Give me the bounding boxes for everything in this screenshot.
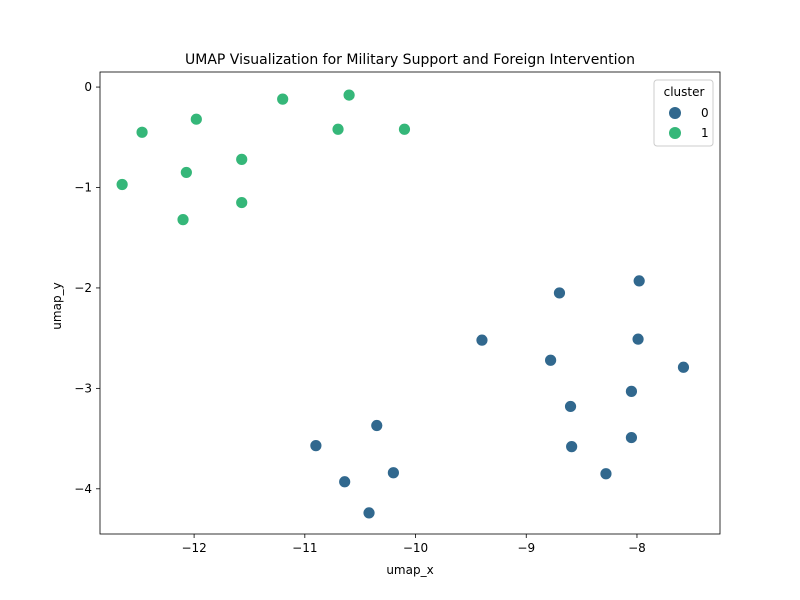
data-point-cluster-0 <box>564 400 577 413</box>
data-point-cluster-0 <box>553 286 566 300</box>
x-tick-label: −11 <box>292 541 317 555</box>
data-point-cluster-0 <box>631 332 645 346</box>
x-axis-label: umap_x <box>386 563 433 577</box>
data-point-cluster-1 <box>135 125 149 139</box>
data-point-cluster-0 <box>625 384 638 398</box>
data-point-cluster-1 <box>331 122 345 136</box>
legend-marker-1 <box>669 127 681 139</box>
data-point-cluster-1 <box>176 213 190 227</box>
plot-area: −12 −11 −10 −9 −8 0 −1 −2 −3 −4 <box>74 71 721 555</box>
data-point-cluster-0 <box>677 360 690 374</box>
x-tick-label: −12 <box>181 541 206 555</box>
data-point-cluster-0 <box>625 431 638 444</box>
plot-frame <box>99 71 721 535</box>
data-point-cluster-1 <box>235 152 249 166</box>
data-point-cluster-0 <box>632 274 646 288</box>
data-point-cluster-0 <box>475 333 489 347</box>
legend-title: cluster <box>664 85 705 99</box>
data-point-cluster-1 <box>398 122 411 136</box>
legend-frame <box>653 79 714 147</box>
y-axis-label: umap_y <box>50 282 64 329</box>
legend-marker-0 <box>669 107 681 119</box>
y-tick-label: 0 <box>84 80 92 94</box>
y-tick-label: −4 <box>74 482 92 496</box>
data-point-cluster-0 <box>338 475 352 489</box>
legend: cluster 0 1 <box>653 79 714 147</box>
data-point-cluster-0 <box>386 466 400 480</box>
data-point-cluster-1 <box>179 166 193 179</box>
data-point-cluster-1 <box>235 196 249 209</box>
data-point-cluster-0 <box>370 419 384 432</box>
data-point-cluster-0 <box>544 353 558 367</box>
data-point-cluster-1 <box>342 88 356 102</box>
legend-label-1: 1 <box>701 126 709 140</box>
data-point-cluster-0 <box>565 440 579 454</box>
legend-label-0: 0 <box>701 106 709 120</box>
data-point-cluster-1 <box>189 112 203 126</box>
data-point-cluster-1 <box>115 178 129 191</box>
x-tick-label: −9 <box>517 541 535 555</box>
x-tick-label: −10 <box>403 541 428 555</box>
x-tick-label: −8 <box>628 541 646 555</box>
data-point-cluster-0 <box>309 439 323 453</box>
y-tick-label: −3 <box>74 381 92 395</box>
data-point-cluster-1 <box>276 92 290 106</box>
y-tick-label: −1 <box>74 181 92 195</box>
y-tick-label: −2 <box>74 281 92 295</box>
chart-title: UMAP Visualization for Military Support … <box>185 52 635 68</box>
data-point-cluster-0 <box>599 467 613 481</box>
data-point-cluster-0 <box>362 506 376 520</box>
